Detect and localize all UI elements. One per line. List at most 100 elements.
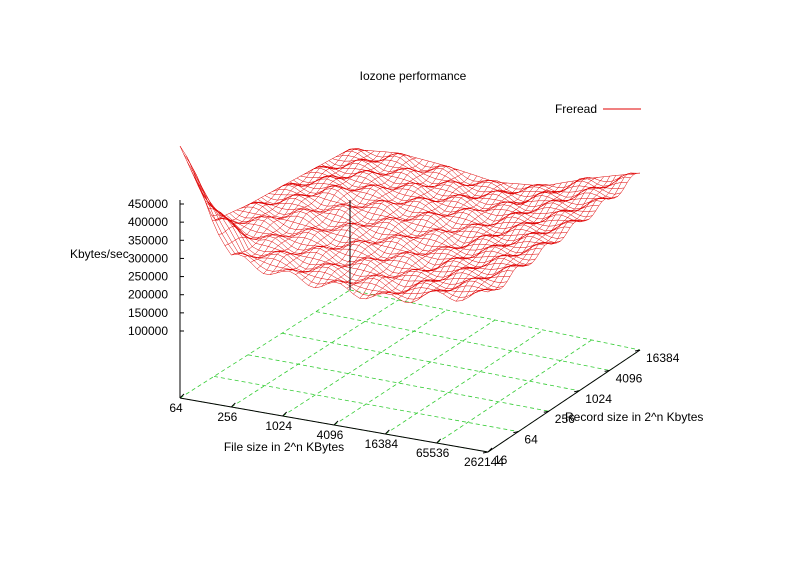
base-grid [179,289,641,453]
x-tick [230,402,236,408]
mesh-line [455,175,611,302]
mesh-line [359,183,520,299]
x-tick [384,429,390,435]
y-tick [543,410,549,413]
mesh-line [205,150,375,230]
y-tick [482,451,489,454]
x-axis-label: File size in 2^n KBytes [224,440,344,454]
y-tick [513,431,519,434]
mesh-line [391,184,550,296]
mesh-line [186,148,357,221]
mesh-line [417,180,574,301]
z-tick-label: 400000 [128,215,168,229]
mesh-line [468,174,623,298]
y-tick-label: 64 [524,433,538,447]
mesh-line [346,182,508,289]
mesh-line [250,157,417,263]
y-tick-label: 4096 [616,371,643,385]
mesh-line [327,179,490,285]
grid-line [315,311,610,371]
z-axis-label: Kbytes/sec [70,247,129,261]
mesh-line [237,153,405,257]
mesh-line [378,184,538,295]
x-tick [436,438,442,444]
grid-line [349,289,641,351]
x-tick [333,420,339,426]
grid-line [282,309,447,417]
x-tick-label: 4096 [317,428,344,442]
y-tick-label: 16384 [646,351,680,365]
mesh-line [256,159,423,270]
y-tick-label: 16 [494,453,508,467]
legend: Freread [555,102,641,116]
y-tick [574,390,580,393]
z-tick-label: 350000 [128,233,168,247]
x-tick-label: 1024 [265,419,292,433]
mesh-line [487,172,641,293]
mesh-line [308,173,472,286]
mesh-line [314,175,478,288]
y-tick-label: 1024 [585,392,612,406]
mesh-line [449,176,604,299]
surface-mesh [179,145,641,304]
mesh-line [353,183,514,295]
x-tick-label: 16384 [365,437,399,451]
mesh-line [398,183,556,299]
y-tick [604,369,610,372]
mesh-line [442,177,598,295]
legend-label: Freread [555,102,597,116]
grid-line [333,319,496,426]
z-tick-label: 200000 [128,288,168,302]
mesh-line [218,151,387,240]
grid-line [231,299,399,408]
mesh-line [295,169,459,275]
mesh-line [475,174,628,294]
grid-line [213,376,519,432]
mesh-line [385,184,544,295]
x-tick-label: 65536 [416,446,450,460]
mesh-line [333,180,496,283]
grid-line [247,354,549,412]
x-tick [487,447,493,453]
mesh-line [244,154,411,258]
mesh-line [192,148,363,224]
z-tick-label: 250000 [128,270,168,284]
x-tick-label: 64 [169,401,183,415]
mesh-line [289,166,453,272]
y-tick [634,349,641,352]
mesh-line [481,172,635,291]
y-axis-label: Record size in 2^n Kbytes [565,410,703,424]
mesh-line [269,162,435,275]
mesh-line [310,165,606,212]
mesh-line [197,184,504,293]
chart-title: Iozone performance [360,69,467,83]
x-tick [282,411,288,417]
y-tick-label: 256 [555,412,575,426]
grid-line [281,332,580,392]
mesh-line [179,145,351,221]
mesh-line [224,152,393,246]
x-tick-label: 256 [217,410,237,424]
mesh-line [231,152,399,256]
z-tick-label: 150000 [128,306,168,320]
mesh-line [340,180,502,284]
grid-line [179,289,351,399]
mesh-line [410,181,568,303]
z-tick-label: 100000 [128,324,168,338]
mesh-line [212,151,381,236]
z-tick-labels: 100000 150000 200000 250000 300000 350000 4000… [128,197,184,338]
mesh-line [276,164,441,274]
z-tick-label: 450000 [128,197,168,211]
x-tick [179,393,185,399]
mesh-line [462,175,617,301]
mesh-line [430,178,586,292]
grid-line [385,329,544,435]
y-axis-line [487,349,641,453]
mesh-line [263,160,429,274]
x-tick-label: 262144 [464,455,504,469]
mesh-line [423,179,580,296]
mesh-line [365,184,526,300]
z-tick-label: 300000 [128,251,168,265]
